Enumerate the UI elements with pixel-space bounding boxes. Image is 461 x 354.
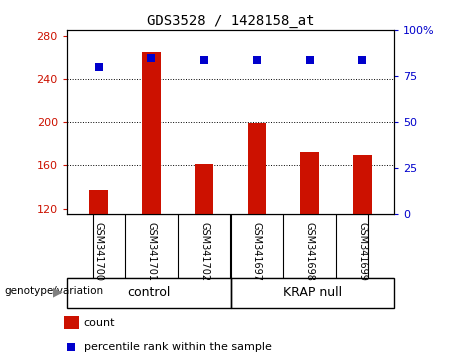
Bar [142,52,160,214]
Point [68,344,75,350]
Bar [195,164,213,214]
Point [201,57,208,62]
Title: GDS3528 / 1428158_at: GDS3528 / 1428158_at [147,14,314,28]
Point [359,57,366,62]
Bar [89,190,108,214]
Text: percentile rank within the sample: percentile rank within the sample [84,342,272,353]
Bar [248,123,266,214]
Text: GSM341702: GSM341702 [199,222,209,281]
Text: GSM341699: GSM341699 [357,222,367,281]
Point [95,64,102,70]
Text: control: control [127,286,171,299]
Text: GSM341697: GSM341697 [252,222,262,281]
Text: GSM341701: GSM341701 [146,222,156,281]
Bar [301,153,319,214]
Point [148,55,155,61]
Text: count: count [84,318,115,327]
Bar [64,316,79,329]
Text: genotype/variation: genotype/variation [5,286,104,296]
Text: KRAP null: KRAP null [283,286,342,299]
Point [253,57,260,62]
Point [306,57,313,62]
Bar [353,155,372,214]
Text: ▶: ▶ [53,285,62,298]
Text: GSM341700: GSM341700 [94,222,104,281]
Text: GSM341698: GSM341698 [305,222,315,281]
